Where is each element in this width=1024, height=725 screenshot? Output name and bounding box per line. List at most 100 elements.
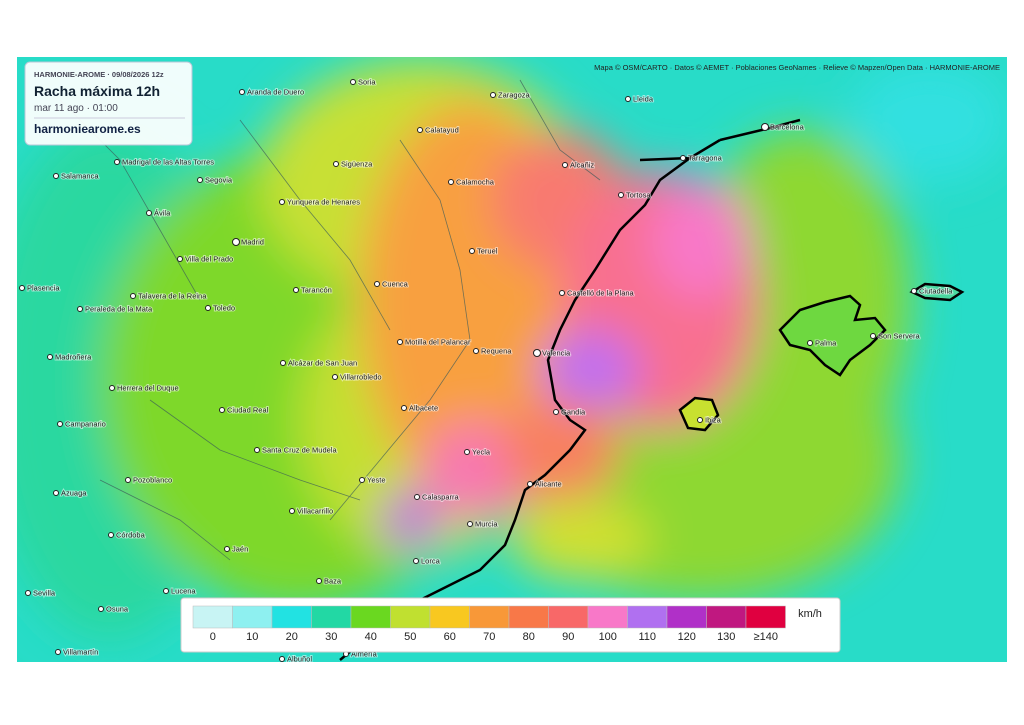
city-dot bbox=[469, 248, 475, 254]
city-dot bbox=[350, 79, 356, 85]
legend-label: 40 bbox=[365, 631, 377, 643]
city-dot bbox=[197, 177, 203, 183]
city-dot bbox=[761, 123, 769, 131]
city-dot bbox=[697, 417, 703, 423]
city-dot bbox=[47, 354, 53, 360]
city-label: Barcelona bbox=[770, 123, 805, 132]
city-dot bbox=[177, 256, 183, 262]
city-label: Valencia bbox=[542, 349, 571, 358]
site-link[interactable]: harmoniearome.es bbox=[34, 122, 141, 136]
legend-swatch bbox=[311, 605, 352, 629]
legend-label: 100 bbox=[599, 631, 617, 643]
city-dot bbox=[359, 477, 365, 483]
legend-label: 30 bbox=[325, 631, 337, 643]
city-label: Albacete bbox=[409, 404, 438, 413]
city-dot bbox=[57, 421, 63, 427]
city-label: Campanario bbox=[65, 420, 106, 429]
city-label: Yeste bbox=[367, 476, 386, 485]
city-label: Villa del Prado bbox=[185, 255, 233, 264]
city-label: Motilla del Palancar bbox=[405, 338, 471, 347]
city-label: Villarrobledo bbox=[340, 373, 382, 382]
legend-swatch bbox=[390, 605, 431, 629]
city-label: Requena bbox=[481, 347, 512, 356]
city-dot bbox=[413, 558, 419, 564]
legend-swatch bbox=[706, 605, 747, 629]
city-dot bbox=[293, 287, 299, 293]
city-dot bbox=[205, 305, 211, 311]
city-label: Salamanca bbox=[61, 172, 99, 181]
city-dot bbox=[333, 161, 339, 167]
legend-swatch bbox=[350, 605, 391, 629]
city-dot bbox=[239, 89, 245, 95]
city-dot bbox=[232, 238, 240, 246]
city-dot bbox=[19, 285, 25, 291]
city-dot bbox=[911, 288, 917, 294]
city-label: Murcia bbox=[475, 520, 498, 529]
city-label: Jaén bbox=[232, 545, 248, 554]
city-dot bbox=[625, 96, 631, 102]
legend-swatch bbox=[429, 605, 470, 629]
city-label: Yecla bbox=[472, 448, 491, 457]
city-label: Alcañiz bbox=[570, 161, 594, 170]
city-dot bbox=[109, 385, 115, 391]
city-dot bbox=[533, 349, 541, 357]
city-label: Azuaga bbox=[61, 489, 87, 498]
city-dot bbox=[163, 588, 169, 594]
city-label: Ciutadella bbox=[919, 287, 953, 296]
city-dot bbox=[448, 179, 454, 185]
city-dot bbox=[98, 606, 104, 612]
menorca bbox=[909, 282, 965, 302]
city-label: Son Servera bbox=[878, 332, 921, 341]
legend-swatch bbox=[469, 605, 510, 629]
city-dot bbox=[279, 656, 285, 662]
info-panel bbox=[24, 61, 193, 146]
city-label: Santa Cruz de Mudela bbox=[262, 446, 337, 455]
city-dot bbox=[289, 508, 295, 514]
city-dot bbox=[680, 155, 686, 161]
city-dot bbox=[108, 532, 114, 538]
legend-label: 50 bbox=[404, 631, 416, 643]
city-label: Almería bbox=[351, 650, 378, 659]
city-label: Baza bbox=[324, 577, 342, 586]
city-dot bbox=[53, 490, 59, 496]
city-label: Madrid bbox=[241, 238, 264, 247]
city-label: Albuñol bbox=[287, 655, 312, 664]
city-dot bbox=[553, 409, 559, 415]
city-label: Alcázar de San Juan bbox=[288, 359, 357, 368]
city-label: Madroñera bbox=[55, 353, 92, 362]
city-dot bbox=[55, 649, 61, 655]
legend-unit: km/h bbox=[798, 608, 822, 620]
city-label: Segovia bbox=[205, 176, 233, 185]
legend-swatch bbox=[627, 605, 668, 629]
city-dot bbox=[807, 340, 813, 346]
legend-swatch bbox=[666, 605, 707, 629]
city-label: Ciudad Real bbox=[227, 406, 269, 415]
city-label: Lucena bbox=[171, 587, 196, 596]
city-dot bbox=[401, 405, 407, 411]
city-label: Tarragona bbox=[688, 154, 723, 163]
city-label: Cuenca bbox=[382, 280, 409, 289]
city-label: Calamocha bbox=[456, 178, 495, 187]
city-label: Aranda de Duero bbox=[247, 88, 304, 97]
info-box: HARMONIE-AROME · 09/08/2026 12z Racha má… bbox=[24, 61, 193, 146]
city-label: Pozoblanco bbox=[133, 476, 172, 485]
legend-label: 70 bbox=[483, 631, 495, 643]
city-dot bbox=[219, 407, 225, 413]
legend-label: 110 bbox=[638, 631, 656, 643]
legend-label: 10 bbox=[246, 631, 258, 643]
city-label: Tarancón bbox=[301, 286, 332, 295]
city-label: Tortosa bbox=[626, 191, 651, 200]
city-dot bbox=[417, 127, 423, 133]
city-dot bbox=[146, 210, 152, 216]
city-dot bbox=[280, 360, 286, 366]
city-dot bbox=[114, 159, 120, 165]
legend-swatch bbox=[271, 605, 312, 629]
city-label: Palma bbox=[815, 339, 837, 348]
city-label: Sigüenza bbox=[341, 160, 373, 169]
city-label: Ibiza bbox=[705, 416, 722, 425]
city-label: Yunquera de Henares bbox=[287, 198, 360, 207]
title: Racha máxima 12h bbox=[34, 83, 160, 99]
city-dot bbox=[473, 348, 479, 354]
city-label: Calatayud bbox=[425, 126, 459, 135]
